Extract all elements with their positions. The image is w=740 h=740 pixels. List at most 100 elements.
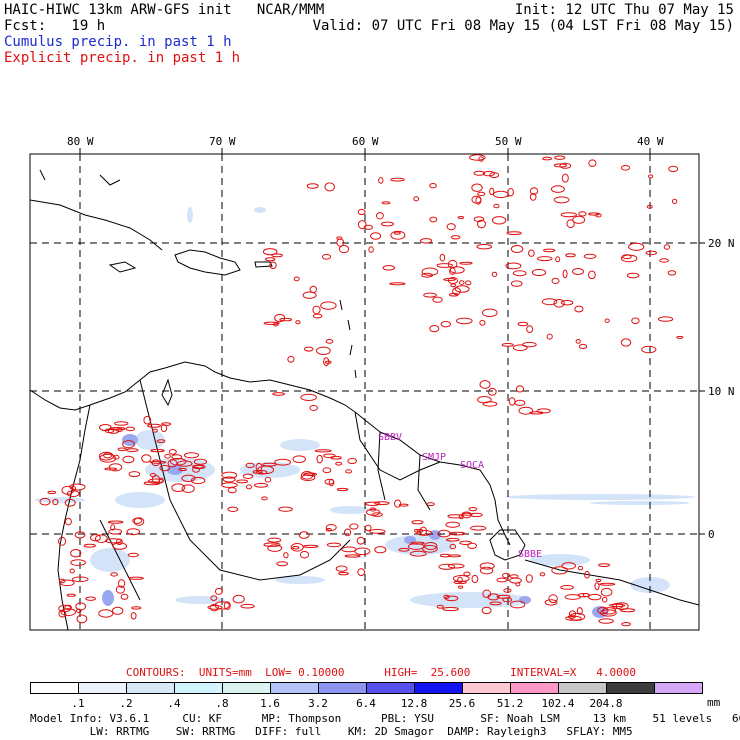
- precip-contour: [620, 338, 632, 347]
- precip-contour: [107, 428, 120, 434]
- precip-contour: [482, 589, 492, 598]
- precip-contour: [551, 277, 560, 284]
- precip-contour: [446, 223, 456, 231]
- precip-contour: [152, 428, 158, 433]
- precip-contour: [542, 156, 552, 161]
- precip-contour: [507, 188, 514, 197]
- precip-contour: [64, 498, 76, 507]
- precip-contour: [309, 285, 317, 293]
- precip-contour: [127, 552, 139, 558]
- precip-contour: [150, 449, 165, 453]
- precip-contour: [116, 538, 123, 545]
- precip-contour: [171, 454, 183, 460]
- precip-contour: [517, 321, 529, 327]
- precip-contour: [659, 258, 669, 263]
- precip-contour: [528, 249, 535, 257]
- precip-contour: [510, 280, 523, 287]
- precip-contour: [565, 253, 576, 258]
- precip-contour: [221, 482, 238, 488]
- precip-contour: [544, 599, 558, 606]
- precip-contour: [458, 585, 464, 589]
- precip-contour: [149, 460, 167, 464]
- precip-contour: [255, 470, 268, 475]
- precip-contour: [170, 457, 187, 466]
- precip-contour: [450, 283, 457, 288]
- precip-contour: [99, 453, 117, 463]
- precip-contour: [621, 622, 631, 627]
- precip-contour: [265, 257, 276, 262]
- precip-contour: [168, 449, 177, 455]
- precip-contour: [457, 576, 463, 584]
- color-swatch: [654, 682, 703, 694]
- precip-contour: [210, 595, 218, 601]
- precip-contour: [147, 478, 164, 484]
- precip-contour: [110, 524, 116, 531]
- precip-contour: [126, 528, 141, 536]
- precip-contour: [582, 593, 590, 597]
- precip-contour: [335, 565, 348, 572]
- precip-contour: [151, 459, 160, 467]
- precip-contour: [482, 308, 498, 318]
- color-swatch: [414, 682, 463, 694]
- precip-contour: [599, 582, 616, 586]
- precip-contour: [299, 550, 310, 559]
- precip-contour: [114, 421, 129, 426]
- precip-contour: [479, 319, 486, 326]
- precip-contour: [130, 612, 137, 620]
- precip-contour: [479, 380, 491, 389]
- color-swatch: [510, 682, 559, 694]
- precip-contour: [85, 596, 96, 601]
- precip-contour: [345, 469, 353, 474]
- precip-contour: [641, 345, 657, 354]
- precip-contour: [320, 301, 337, 310]
- precip-contour: [221, 471, 238, 479]
- precip-contour: [107, 520, 124, 524]
- color-swatch: [270, 682, 319, 694]
- precip-contour: [122, 440, 135, 449]
- precip-contour: [416, 530, 433, 536]
- precip-contour: [473, 216, 485, 222]
- lat-label-0: 0: [708, 528, 715, 541]
- precip-contour: [369, 529, 386, 534]
- precip-contour: [74, 531, 86, 539]
- precip-contour: [122, 455, 135, 464]
- precip-contour: [177, 460, 193, 467]
- explicit-precip-contours: [39, 154, 684, 627]
- precip-contour: [575, 339, 581, 344]
- precip-contour: [141, 454, 152, 463]
- precip-contour: [536, 256, 553, 262]
- precip-contour: [429, 216, 438, 223]
- precip-contour: [181, 484, 195, 494]
- precip-contour: [306, 183, 319, 189]
- lon-label-50w: 50 W: [495, 135, 522, 148]
- precip-contour: [324, 478, 335, 485]
- precip-contour: [502, 597, 513, 603]
- precip-contour: [566, 219, 575, 229]
- precip-contour: [598, 563, 611, 567]
- precip-contour: [481, 606, 492, 615]
- precip-contour: [410, 541, 425, 545]
- precip-contour: [398, 503, 409, 507]
- precip-contour: [445, 521, 461, 528]
- color-swatch: [126, 682, 175, 694]
- precip-contour: [479, 566, 494, 575]
- precip-contour: [273, 322, 279, 327]
- precip-contour: [347, 457, 358, 465]
- precip-contour: [506, 231, 522, 236]
- precip-contour: [58, 578, 66, 584]
- precip-contour: [421, 272, 434, 278]
- precip-contour: [323, 357, 330, 367]
- precip-contour: [443, 594, 450, 600]
- precip-contour: [98, 609, 114, 618]
- color-swatch: [462, 682, 511, 694]
- precip-contour: [236, 479, 249, 484]
- precip-contour: [620, 254, 638, 263]
- precip-contour: [525, 574, 533, 583]
- color-level-label: .1: [71, 697, 85, 710]
- precip-contour: [468, 507, 478, 512]
- precip-contour: [457, 216, 465, 219]
- precip-contour: [181, 474, 196, 482]
- precip-contour: [171, 483, 186, 493]
- precip-contour: [223, 601, 231, 610]
- precip-contour: [461, 511, 472, 519]
